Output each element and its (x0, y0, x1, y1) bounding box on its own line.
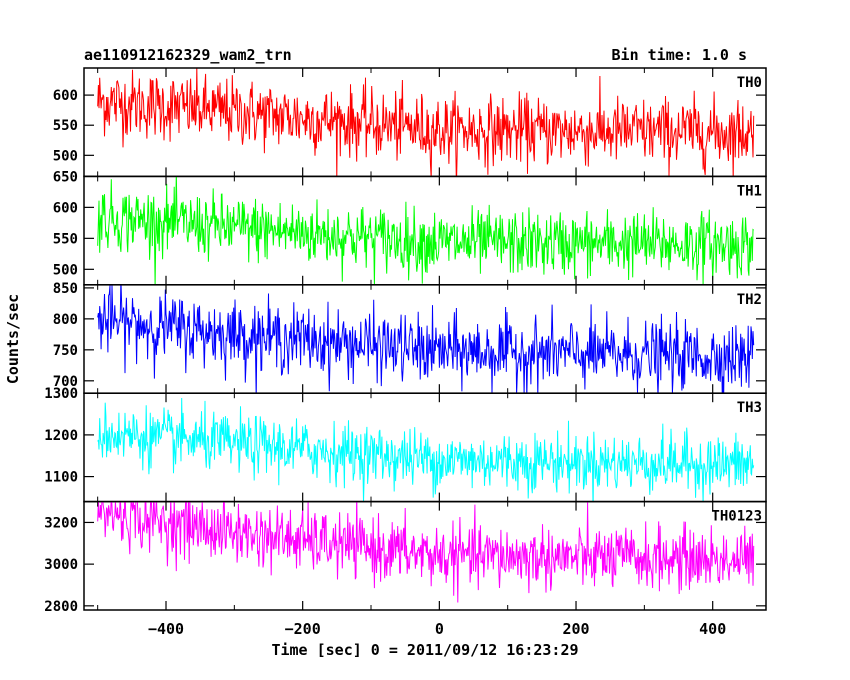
y-tick-label: 600 (53, 88, 78, 104)
y-tick-label: 500 (53, 148, 78, 164)
series-th1 (97, 176, 755, 285)
y-tick-label: 1100 (44, 470, 78, 486)
chart-title: ae110912162329_wam2_trn (84, 46, 292, 64)
bin-time-label: Bin time: 1.0 s (611, 46, 747, 64)
y-tick-label: 1200 (44, 428, 78, 444)
series-label-th3: TH3 (737, 400, 762, 416)
y-tick-label: 2800 (44, 599, 78, 615)
y-tick-label: 3200 (44, 515, 78, 531)
panel-frame (83, 500, 767, 611)
series-label-th0: TH0 (737, 75, 762, 91)
panel-th0123: TH0123 2800 3000 3200 (44, 500, 767, 615)
series-label-th0123: TH0123 (711, 509, 762, 525)
x-tick-label: 400 (699, 620, 726, 638)
x-tick-label: 0 (435, 620, 444, 638)
series-th2 (97, 284, 755, 394)
panel-th2: TH2 700 750 800 850 (53, 281, 767, 394)
y-tick-label: 600 (53, 200, 78, 216)
y-tick-label: 850 (53, 281, 78, 297)
x-tick-label: 200 (562, 620, 589, 638)
x-tick-label: −400 (148, 620, 184, 638)
series-th0123 (97, 501, 755, 603)
series-label-th1: TH1 (737, 183, 762, 199)
y-tick-label: 550 (53, 118, 78, 134)
x-axis-label: Time [sec] 0 = 2011/09/12 16:23:29 (271, 641, 578, 659)
panel-th0: TH0 500 550 600 (53, 67, 767, 178)
y-tick-label: 750 (53, 343, 78, 359)
series-th0 (97, 68, 755, 177)
x-tick-label: −200 (285, 620, 321, 638)
panel-th1: TH1 500 550 600 650 (53, 169, 767, 286)
y-tick-label: 500 (53, 262, 78, 278)
panel-th3: TH3 1100 1200 1300 (44, 386, 767, 503)
y-axis-label: Counts/sec (4, 294, 22, 384)
y-tick-label: 650 (53, 169, 78, 185)
y-tick-label: 3000 (44, 557, 78, 573)
y-tick-label: 800 (53, 312, 78, 328)
y-tick-label: 1300 (44, 386, 78, 402)
series-th3 (97, 397, 755, 502)
y-tick-label: 550 (53, 231, 78, 247)
y-tick-label: 700 (53, 374, 78, 390)
series-label-th2: TH2 (737, 292, 762, 308)
